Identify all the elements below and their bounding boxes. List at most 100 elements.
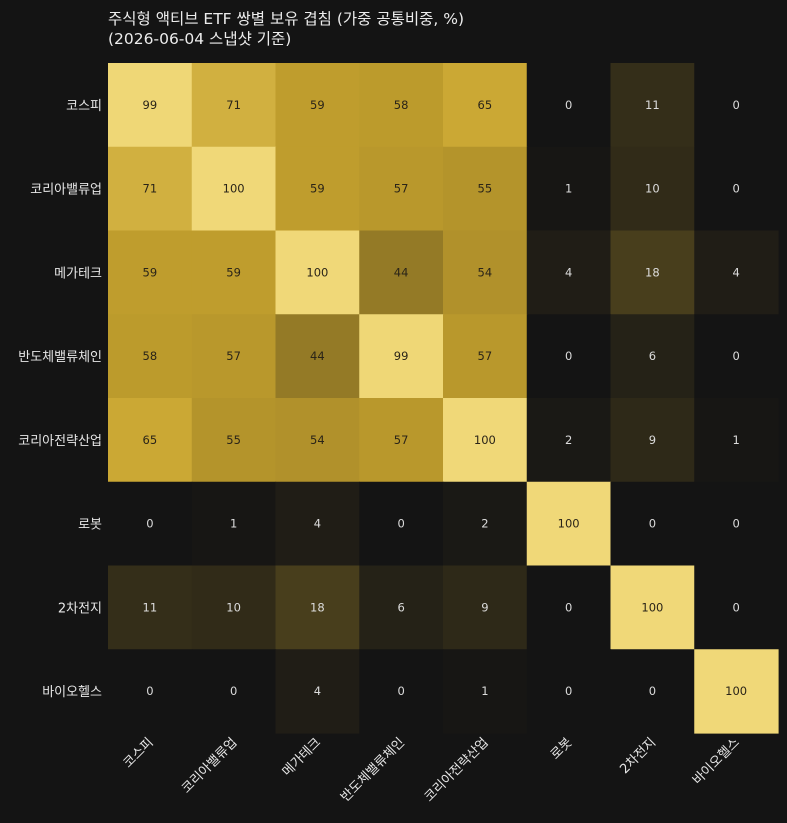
heatmap-cell-value: 58	[394, 98, 409, 112]
heatmap-cell-value: 4	[314, 684, 321, 698]
heatmap-cell	[191, 146, 277, 232]
row-tick-label: 반도체밸류체인	[18, 350, 102, 365]
heatmap-cell-value: 1	[565, 182, 572, 196]
heatmap-cell	[359, 398, 444, 483]
heatmap-cell	[191, 63, 277, 148]
heatmap-cell	[275, 481, 360, 567]
heatmap-cell-value: 54	[310, 433, 325, 447]
heatmap-cell-value: 44	[310, 349, 325, 363]
heatmap-cell	[275, 398, 360, 483]
heatmap-cell	[359, 63, 444, 148]
heatmap-cell-value: 57	[478, 349, 493, 363]
heatmap-cell-value: 9	[649, 433, 656, 447]
chart-title-line-1: 주식형 액티브 ETF 쌍별 보유 겹침 (가중 공통비중, %)	[108, 10, 465, 28]
heatmap-cell-value: 2	[481, 517, 488, 531]
heatmap-cell-value: 0	[732, 98, 739, 112]
heatmap-cell-value: 10	[226, 600, 241, 614]
heatmap-cell-value: 71	[143, 182, 158, 196]
heatmap-cell	[443, 314, 528, 399]
heatmap-cell-value: 57	[226, 349, 241, 363]
heatmap-cell	[610, 314, 695, 399]
heatmap-cell-value: 4	[565, 265, 572, 279]
heatmap-cell-value: 6	[649, 349, 656, 363]
heatmap-cell	[694, 63, 779, 148]
heatmap-cell-value: 65	[143, 433, 158, 447]
column-tick-label: 바이오헬스	[690, 735, 743, 788]
row-tick-label: 로봇	[78, 518, 102, 533]
heatmap-cell-value: 0	[565, 600, 572, 614]
heatmap-cell	[275, 230, 360, 315]
heatmap-cell-value: 100	[306, 265, 328, 279]
heatmap-cell-value: 71	[226, 98, 241, 112]
row-tick-label: 2차전지	[58, 601, 102, 616]
heatmap-cell-value: 0	[649, 517, 656, 531]
heatmap-cell-value: 6	[397, 600, 404, 614]
heatmap-cells	[108, 63, 779, 734]
heatmap-cell-value: 100	[641, 600, 663, 614]
column-tick-labels: 코스피 코리아밸류업 메가테크 반도체밸류체인 코리아전략산업 로봇 2차전지 바이오헬스	[121, 735, 743, 805]
heatmap-cell	[610, 146, 695, 232]
heatmap-cell-value: 0	[397, 684, 404, 698]
heatmap-cell	[108, 481, 193, 567]
column-tick-label: 반도체밸류체인	[338, 735, 408, 805]
heatmap-cell	[694, 314, 779, 399]
heatmap-cell-value: 0	[565, 349, 572, 363]
heatmap-cell-value: 59	[310, 182, 325, 196]
heatmap-cell	[443, 565, 528, 650]
heatmap-cell	[191, 565, 277, 650]
heatmap-cell-value: 57	[394, 182, 409, 196]
heatmap-cell	[526, 398, 612, 483]
heatmap-cell	[443, 146, 528, 232]
chart-title: 주식형 액티브 ETF 쌍별 보유 겹침 (가중 공통비중, %) (2026-…	[108, 9, 708, 49]
heatmap-cell	[191, 314, 277, 399]
heatmap-cell-value: 57	[394, 433, 409, 447]
heatmap-cell-value: 59	[143, 265, 158, 279]
heatmap-cell-value: 0	[565, 684, 572, 698]
column-tick-label: 코스피	[121, 735, 157, 771]
column-tick-label: 메가테크	[280, 735, 324, 779]
heatmap-cell	[275, 565, 360, 650]
heatmap-cell-value: 9	[481, 600, 488, 614]
heatmap-cell	[359, 649, 444, 734]
heatmap-cell-value: 99	[143, 98, 158, 112]
column-tick-label: 2차전지	[617, 735, 659, 777]
row-tick-label: 메가테크	[54, 266, 102, 281]
heatmap-cell-value: 58	[143, 349, 158, 363]
heatmap-cell-value: 4	[314, 517, 321, 531]
heatmap-cell	[108, 230, 193, 315]
heatmap-cell	[191, 649, 277, 734]
heatmap-cell-value: 11	[143, 600, 158, 614]
heatmap-cell	[610, 649, 695, 734]
heatmap-cell-value: 4	[732, 265, 739, 279]
heatmap-cell	[610, 565, 695, 650]
column-tick-label: 코리아밸류업	[179, 735, 240, 796]
heatmap-cell	[108, 649, 193, 734]
heatmap-cell-value: 0	[146, 684, 153, 698]
heatmap-cell	[359, 314, 444, 399]
heatmap-cell	[443, 649, 528, 734]
heatmap-cell-labels: 99 71 59 58 65 0 11 071 100 59 57 55 1 10 059 59 100 44 54…	[143, 98, 748, 698]
heatmap-cell	[694, 230, 779, 315]
heatmap-cell-value: 65	[478, 98, 493, 112]
row-tick-label: 코리아밸류업	[30, 183, 102, 198]
heatmap-cell	[191, 481, 277, 567]
row-tick-label: 코스피	[66, 99, 102, 114]
heatmap-cell	[359, 481, 444, 567]
heatmap-cell	[275, 146, 360, 232]
heatmap-cell-value: 0	[649, 684, 656, 698]
heatmap-cell	[443, 398, 528, 483]
heatmap-cell	[610, 481, 695, 567]
heatmap-cell	[443, 230, 528, 315]
heatmap-cell	[275, 314, 360, 399]
heatmap-cell-value: 59	[310, 98, 325, 112]
heatmap-cell-value: 59	[226, 265, 241, 279]
column-tick-label: 코리아전략산업	[422, 735, 492, 805]
heatmap-cell-value: 0	[732, 182, 739, 196]
heatmap-cell-value: 11	[645, 98, 660, 112]
row-tick-label: 코리아전략산업	[18, 434, 102, 449]
heatmap-cell	[359, 565, 444, 650]
heatmap-cell-value: 100	[558, 517, 580, 531]
heatmap-cell	[526, 649, 612, 734]
